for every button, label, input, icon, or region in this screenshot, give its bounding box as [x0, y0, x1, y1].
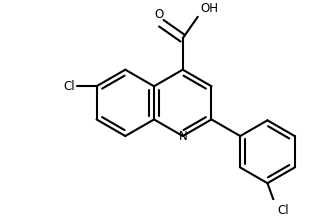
Text: N: N: [178, 129, 187, 143]
Text: Cl: Cl: [277, 204, 289, 217]
Text: O: O: [154, 9, 163, 22]
Text: Cl: Cl: [63, 80, 75, 93]
Text: OH: OH: [200, 2, 218, 15]
